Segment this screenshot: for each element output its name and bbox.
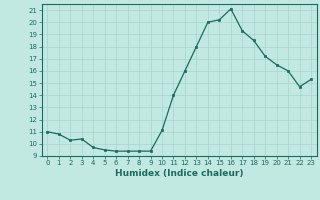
X-axis label: Humidex (Indice chaleur): Humidex (Indice chaleur)	[115, 169, 244, 178]
